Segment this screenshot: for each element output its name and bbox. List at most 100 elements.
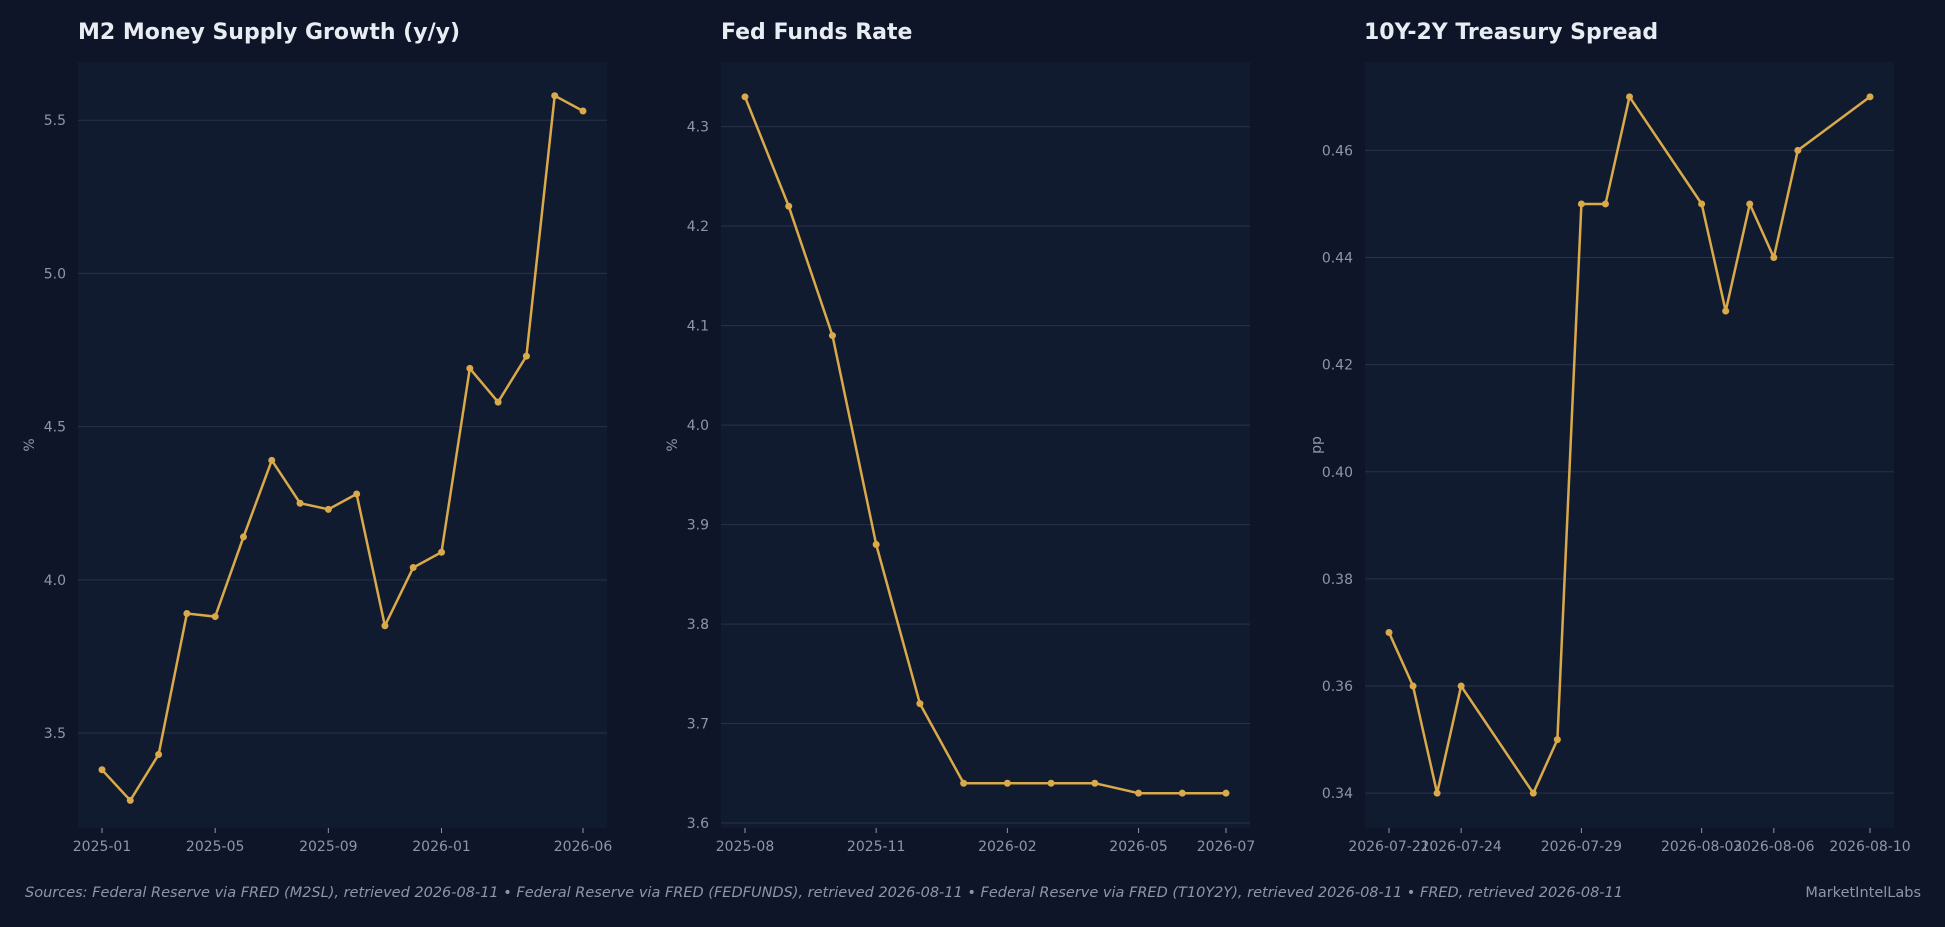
plot-area [721, 62, 1250, 828]
y-tick-label: 4.0 [44, 573, 66, 589]
y-tick-label: 3.8 [687, 617, 709, 633]
y-tick-label: 0.36 [1322, 679, 1353, 695]
data-point [126, 796, 134, 804]
data-point [1722, 307, 1730, 315]
x-tick-label: 2026-08-03 [1661, 839, 1742, 855]
chart-svg: 3.6 3.7 3.8 3.9 4.0 4.1 4.2 4.3 2025-08 2025-11 20… [665, 62, 1256, 855]
y-tick-label: 4.1 [687, 319, 709, 335]
data-point [353, 490, 361, 498]
data-point [1091, 779, 1099, 787]
data-point [1746, 200, 1754, 208]
y-tick-label: 3.7 [687, 717, 709, 733]
y-tick-label: 4.5 [44, 420, 66, 436]
x-tick-label: 2025-08 [716, 839, 775, 855]
y-tick-label: 4.2 [687, 219, 709, 235]
x-tick-label: 2026-02 [978, 839, 1037, 855]
x-tick-label: 2026-07-29 [1541, 839, 1622, 855]
data-point [239, 533, 247, 541]
data-point [494, 398, 502, 406]
x-tick-label: 2026-06 [554, 839, 613, 855]
y-axis-label: pp [1309, 436, 1325, 454]
x-tick-label: 2025-05 [186, 839, 245, 855]
data-point [1385, 628, 1393, 636]
data-point [1135, 789, 1143, 797]
data-point [1433, 789, 1441, 797]
x-tick-label: 2025-01 [73, 839, 132, 855]
data-point [916, 700, 924, 708]
chart-title: 10Y-2Y Treasury Spread [1364, 20, 1659, 45]
data-point [268, 456, 276, 464]
data-point [1222, 789, 1230, 797]
data-point [1698, 200, 1706, 208]
data-point [381, 622, 389, 630]
data-point [183, 610, 191, 618]
data-point [1794, 146, 1802, 154]
y-tick-label: 0.46 [1322, 143, 1353, 159]
data-point [1626, 93, 1633, 101]
series-line [743, 96, 1226, 795]
data-point [1866, 93, 1874, 101]
y-tick-label: 5.0 [44, 266, 66, 282]
y-tick-label: 0.40 [1322, 465, 1353, 481]
chart-svg: 0.340.360.380.400.420.440.462026-07-2120… [1309, 62, 1911, 855]
data-point [466, 364, 474, 372]
x-tick-label: 2025-11 [847, 839, 906, 855]
data-point [1178, 789, 1186, 797]
chart-svg: 3.5 4.0 4.5 5.0 5.5 2025-01 2025-05 2025-09 2026… [22, 62, 613, 855]
data-point [522, 352, 530, 360]
data-point [211, 613, 219, 621]
y-tick-label: 0.38 [1322, 572, 1353, 588]
data-point [872, 540, 880, 548]
data-point [155, 750, 163, 758]
data-point [741, 93, 749, 101]
x-tick-label: 2026-05 [1109, 839, 1168, 855]
footer-sources: Sources: Federal Reserve via FRED (M2SL)… [25, 885, 1623, 901]
data-point [1003, 779, 1011, 787]
data-point [960, 779, 968, 787]
x-tick-label: 2026-07-24 [1420, 839, 1501, 855]
data-point [1577, 200, 1585, 208]
chart-title: M2 Money Supply Growth (y/y) [78, 20, 461, 45]
data-point [1457, 682, 1465, 690]
chart-panel-m2: M2 Money Supply Growth (y/y) 3.5 4.0 4.5 5.… [0, 0, 640, 870]
x-tick-label: 2026-08-10 [1829, 839, 1910, 855]
data-point [1409, 682, 1417, 690]
chart-panel-treasury-spread: 10Y-2Y Treasury Spread 0.34 0.36 0.38 0.40 0… [1287, 0, 1945, 870]
y-tick-label: 4.3 [687, 120, 709, 136]
y-tick-label: 3.5 [44, 726, 66, 742]
x-tick-label: 2026-08-06 [1733, 839, 1814, 855]
y-tick-label: 5.5 [44, 113, 66, 129]
x-tick-label: 2026-01 [412, 839, 471, 855]
y-tick-label: 0.42 [1322, 358, 1353, 374]
data-point [438, 548, 446, 556]
data-point [98, 766, 106, 774]
y-tick-label: 0.34 [1322, 786, 1353, 802]
plot-area [78, 62, 607, 828]
plot-area [1365, 62, 1894, 828]
y-tick-label: 3.6 [687, 816, 709, 832]
y-axis-label: % [665, 438, 681, 451]
y-tick-label: 4.0 [687, 418, 709, 434]
data-point [1529, 789, 1537, 797]
x-tick-label: 2026-07 [1197, 839, 1256, 855]
data-point [1047, 779, 1055, 787]
x-tick-label: 2026-07-21 [1348, 839, 1429, 855]
y-axis-label: % [22, 438, 38, 451]
footer-brand: MarketIntelLabs [1805, 885, 1921, 901]
data-point [324, 505, 332, 513]
data-point [409, 564, 417, 572]
chart-panel-fed-funds: Fed Funds Rate 3.6 3.7 3.8 3.9 4.0 4.1 4.2 4.3 2… [643, 0, 1283, 870]
series-line [101, 94, 584, 802]
data-point [828, 332, 836, 340]
data-point [785, 202, 793, 210]
y-tick-label: 3.9 [687, 518, 709, 534]
data-point [1770, 254, 1778, 262]
y-tick-label: 0.44 [1322, 251, 1353, 267]
data-point [296, 499, 304, 507]
data-point [579, 107, 587, 115]
data-point [1553, 736, 1561, 744]
x-tick-label: 2025-09 [299, 839, 358, 855]
data-point [551, 92, 559, 100]
data-point [1601, 200, 1609, 208]
chart-title: Fed Funds Rate [721, 20, 913, 45]
